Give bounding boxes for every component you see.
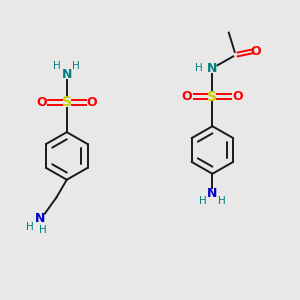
Text: H: H xyxy=(218,196,226,206)
Text: O: O xyxy=(232,90,243,103)
Text: O: O xyxy=(87,96,98,109)
Text: O: O xyxy=(36,96,47,109)
Text: N: N xyxy=(35,212,45,225)
Text: H: H xyxy=(39,225,47,235)
Text: H: H xyxy=(53,61,61,71)
Text: N: N xyxy=(207,62,218,75)
Text: H: H xyxy=(199,196,207,206)
Text: H: H xyxy=(72,61,80,71)
Text: N: N xyxy=(61,68,72,81)
Text: O: O xyxy=(250,45,261,58)
Text: N: N xyxy=(207,187,218,200)
Text: O: O xyxy=(182,90,193,103)
Text: S: S xyxy=(207,89,218,103)
Text: S: S xyxy=(62,95,72,110)
Text: H: H xyxy=(195,63,203,73)
Text: H: H xyxy=(26,222,34,232)
